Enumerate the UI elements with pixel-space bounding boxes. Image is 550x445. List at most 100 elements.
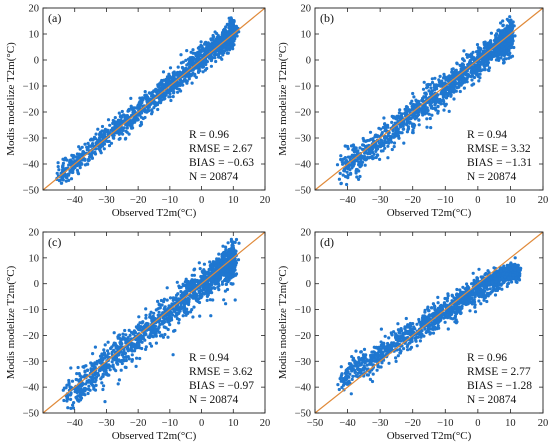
scatter-point — [447, 109, 451, 113]
scatter-point — [140, 96, 144, 100]
scatter-point — [224, 25, 228, 29]
scatter-point — [477, 79, 481, 83]
scatter-point — [389, 140, 394, 144]
scatter-point — [96, 373, 101, 377]
scatter-point — [416, 112, 420, 116]
y-tick-label: −40 — [295, 160, 311, 171]
x-tick-label: −30 — [372, 195, 388, 206]
scatter-point — [156, 329, 160, 333]
scatter-point — [198, 267, 202, 271]
scatter-point — [66, 406, 70, 410]
scatter-point — [433, 76, 437, 80]
x-tick-label: −10 — [162, 418, 178, 429]
x-axis-label: Observed T2m(°C) — [112, 207, 197, 219]
scatter-point — [78, 166, 82, 170]
y-tick-label: 10 — [29, 30, 40, 41]
scatter-point — [398, 131, 403, 135]
scatter-point — [368, 130, 373, 134]
scatter-point — [393, 131, 397, 136]
scatter-point — [225, 51, 229, 55]
scatter-point — [163, 96, 167, 101]
scatter-point — [86, 146, 90, 150]
one-to-one-line — [42, 7, 266, 191]
panel-label: (b) — [320, 11, 334, 25]
scatter-point — [79, 387, 83, 391]
y-tick-label: −50 — [295, 186, 311, 197]
scatter-point — [377, 141, 381, 145]
scatter-point — [93, 345, 97, 349]
scatter-point — [119, 338, 123, 342]
scatter-point — [81, 390, 85, 394]
scatter-point — [352, 153, 356, 157]
scatter-point — [99, 377, 103, 381]
scatter-point — [421, 113, 425, 117]
scatter-point — [222, 36, 226, 40]
scatter-point — [422, 80, 426, 84]
scatter-point — [218, 275, 222, 279]
scatter-point — [435, 96, 439, 100]
scatter-points — [61, 237, 241, 410]
scatter-point — [165, 298, 169, 302]
scatter-point — [505, 52, 509, 56]
scatter-point — [390, 120, 394, 124]
scatter-point — [472, 67, 476, 71]
scatter-point — [405, 130, 409, 134]
scatter-point — [510, 45, 514, 49]
scatter-point — [201, 70, 205, 74]
scatter-point — [168, 66, 173, 70]
x-axis-label: Observed T2m(°C) — [112, 430, 197, 442]
scatter-point — [106, 349, 110, 353]
scatter-point — [136, 323, 140, 327]
scatter-point — [162, 319, 166, 323]
x-tick-label: 20 — [260, 418, 271, 429]
scatter-point — [436, 111, 440, 115]
scatter-point — [90, 363, 94, 368]
scatter-point — [489, 39, 493, 43]
scatter-point — [408, 121, 412, 125]
scatter-point — [386, 140, 390, 144]
scatter-point — [357, 162, 361, 166]
scatter-point — [211, 298, 215, 302]
scatter-point — [355, 175, 359, 179]
scatter-point — [154, 87, 158, 91]
scatter-point — [148, 315, 152, 319]
stat-r: R = 0.94 — [467, 129, 507, 141]
scatter-point — [121, 132, 125, 136]
scatter-point — [492, 38, 497, 43]
scatter-point — [168, 74, 172, 78]
scatter-point — [202, 262, 206, 266]
scatter-point — [213, 56, 217, 60]
scatter-point — [350, 166, 354, 170]
scatter-point — [75, 163, 79, 167]
scatter-point — [182, 310, 187, 314]
scatter-point — [412, 113, 416, 117]
scatter-point — [200, 44, 204, 49]
scatter-point — [475, 69, 479, 73]
scatter-point — [153, 328, 157, 332]
scatter-point — [162, 300, 166, 304]
scatter-point — [421, 96, 425, 100]
scatter-point — [158, 322, 162, 327]
scatter-point — [71, 403, 75, 407]
scatter-point — [177, 74, 181, 78]
scatter-point — [170, 302, 174, 306]
scatter-point — [69, 169, 73, 173]
stat-r: R = 0.96 — [189, 129, 229, 141]
scatter-point — [192, 56, 196, 61]
scatter-point — [116, 118, 120, 122]
y-tick-label: −20 — [23, 108, 39, 119]
scatter-point — [111, 118, 115, 123]
scatter-point — [339, 181, 343, 185]
scatter-point — [70, 153, 74, 157]
scatter-point — [432, 97, 436, 101]
scatter-point — [418, 108, 422, 112]
scatter-point — [429, 126, 433, 130]
scatter-point — [126, 109, 130, 113]
scatter-point — [410, 124, 415, 128]
scatter-point — [75, 396, 79, 400]
scatter-point — [173, 296, 177, 300]
scatter-point — [375, 153, 379, 157]
scatter-point — [144, 345, 148, 349]
y-axis-label: Modis modelize T2m(°C) — [5, 265, 17, 379]
